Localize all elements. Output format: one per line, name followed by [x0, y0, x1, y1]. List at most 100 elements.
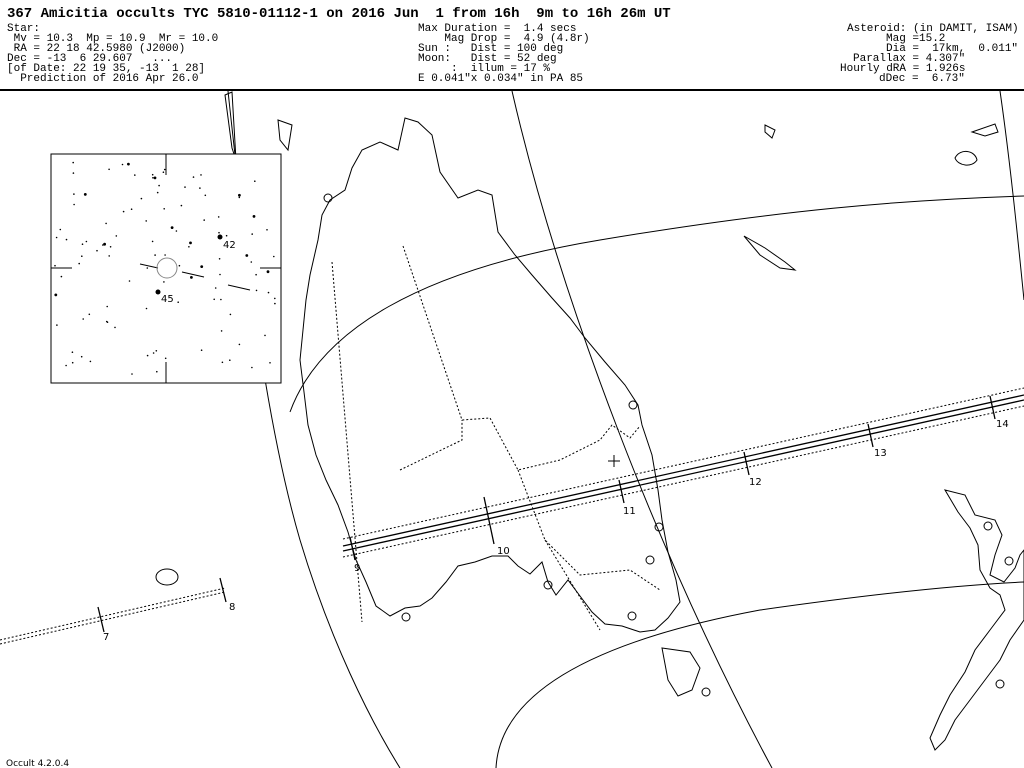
field-star: [65, 364, 67, 367]
field-star: [109, 246, 112, 248]
field-star: [140, 197, 143, 200]
time-labels: 7 8 9 10 11 12 13 14: [103, 419, 1009, 643]
field-star: [238, 196, 241, 199]
event-line: Sun : Dist = 100 deg: [418, 43, 563, 55]
state-border: [544, 539, 601, 631]
star-line: Star:: [7, 23, 40, 35]
field-star: [155, 350, 158, 352]
field-star: [255, 289, 258, 292]
shadow-path: [0, 387, 1024, 645]
event-line: Moon: Dist = 52 deg: [418, 53, 557, 65]
limb-curve: [999, 90, 1024, 301]
field-star: [204, 194, 207, 197]
field-star: [251, 233, 253, 235]
star-line: Mv = 10.3 Mp = 10.9 Mr = 10.0: [7, 33, 218, 45]
time-label: 8: [229, 602, 235, 613]
field-star: [238, 343, 241, 346]
time-label: 12: [749, 477, 762, 488]
coastline: [970, 123, 999, 137]
field-star: [158, 184, 160, 187]
field-star: [162, 171, 165, 173]
field-star: [250, 261, 253, 263]
field-star: [65, 238, 68, 241]
field-star: [106, 305, 108, 308]
title: 367 Amicitia occults TYC 5810-01112-1 on…: [7, 6, 671, 22]
asteroid-info: Asteroid: (in DAMIT, ISAM) Mag =15.2 Dia…: [840, 23, 1019, 85]
field-star: [80, 355, 83, 358]
field-star: [220, 298, 222, 301]
field-star: [71, 361, 74, 364]
field-star: [213, 298, 215, 301]
field-star: [115, 235, 118, 237]
asteroid-line: Asteroid: (in DAMIT, ISAM): [847, 23, 1019, 35]
field-star: [108, 255, 110, 257]
coastline: [743, 235, 797, 271]
field-star: [72, 161, 74, 164]
field-star: [163, 281, 165, 283]
field-star: [200, 174, 202, 176]
field-star: [151, 240, 154, 243]
field-star: [200, 349, 203, 352]
field-star: [203, 219, 205, 221]
star-label: 42: [223, 240, 236, 251]
footer: Occult 4.2.0.4: [6, 759, 69, 768]
field-star: [81, 255, 83, 257]
asteroid-line: Mag =15.2: [886, 33, 945, 45]
field-star: [274, 302, 276, 305]
star-chart-inset: 42 45: [50, 153, 282, 384]
sun-curve: [289, 195, 1024, 413]
star-line: RA = 22 18 42.5980 (J2000): [7, 43, 185, 55]
state-border: [517, 469, 661, 591]
field-star: [145, 307, 148, 310]
event-info: Max Duration = 1.4 secs Mag Drop = 4.9 (…: [418, 23, 590, 85]
field-star: [152, 352, 155, 354]
time-label: 11: [623, 506, 636, 517]
field-star: [164, 357, 167, 360]
field-star: [151, 173, 154, 176]
limb-curve: [511, 90, 773, 768]
field-star: [238, 193, 241, 197]
field-star: [175, 230, 178, 232]
field-star: [254, 180, 256, 182]
field-star: [192, 176, 195, 178]
field-star: [59, 228, 62, 231]
sun-curve: [495, 581, 1024, 768]
field-star: [164, 254, 166, 256]
field-star: [83, 193, 87, 196]
field-star: [177, 301, 179, 304]
field-star: [88, 313, 91, 316]
star-line: Prediction of 2016 Apr 26.0: [7, 73, 198, 85]
field-star: [220, 330, 223, 332]
field-star: [266, 270, 270, 274]
field-star: [221, 361, 224, 364]
field-star: [274, 297, 276, 300]
field-star: [54, 264, 56, 267]
field-star: [245, 254, 249, 257]
field-star: [130, 208, 133, 210]
event-line: E 0.041"x 0.034" in PA 85: [418, 73, 583, 85]
field-star: [128, 280, 131, 282]
field-star: [81, 243, 84, 245]
field-star: [199, 187, 201, 189]
star-info: Star: Mv = 10.3 Mp = 10.9 Mr = 10.0 RA =…: [7, 23, 218, 85]
field-star: [102, 244, 104, 246]
star-label: 45: [161, 294, 174, 305]
field-star: [170, 226, 174, 230]
field-star: [82, 318, 84, 320]
field-star: [217, 216, 220, 218]
field-star: [105, 320, 108, 323]
time-label: 13: [874, 448, 887, 459]
star-line: Dec = -13 6 29.607 ...: [7, 53, 172, 65]
field-star: [255, 273, 257, 276]
field-star: [114, 326, 116, 329]
coastline: [661, 647, 701, 697]
field-star: [188, 246, 190, 248]
field-star: [163, 168, 166, 171]
time-label: 14: [996, 419, 1009, 430]
field-star: [218, 258, 221, 260]
star-line: [of Date: 22 19 35, -13 1 28]: [7, 63, 205, 75]
field-star: [96, 249, 98, 252]
field-star: [153, 176, 157, 180]
field-star: [214, 287, 217, 289]
